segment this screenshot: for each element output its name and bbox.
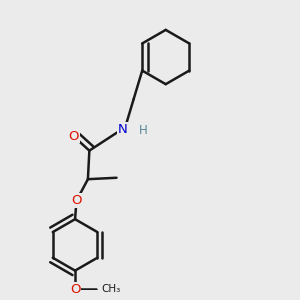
Text: O: O [70,283,80,296]
Text: O: O [71,194,82,207]
Text: O: O [68,130,79,143]
Text: N: N [117,123,127,136]
Text: H: H [139,124,148,137]
Text: CH₃: CH₃ [102,284,121,294]
